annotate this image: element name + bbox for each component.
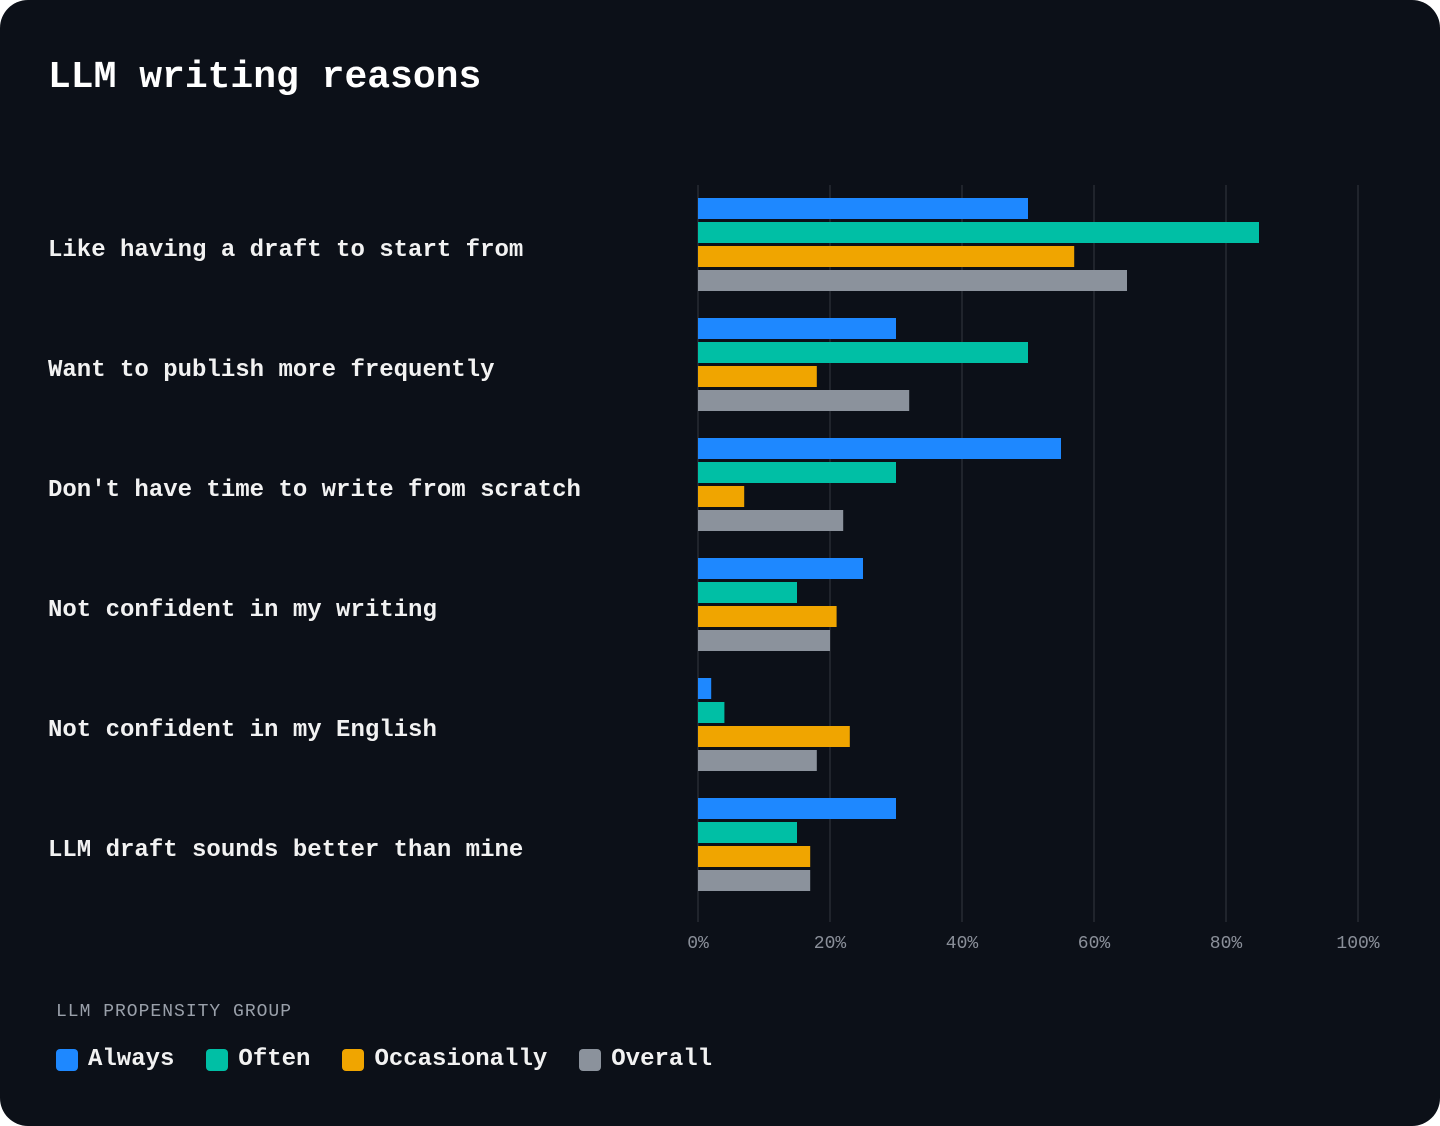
x-tick-label: 0% (687, 934, 709, 954)
legend: Always Often Occasionally Overall (56, 1046, 744, 1073)
bar-often (698, 462, 896, 483)
category-labels: Like having a draft to start from Want to… (48, 237, 581, 864)
legend-swatch (56, 1048, 78, 1071)
legend-item-occasionally: Occasionally (342, 1046, 547, 1073)
bar-often (698, 222, 1259, 243)
category-label: Like having a draft to start from (48, 237, 523, 264)
category-label: Don't have time to write from scratch (48, 477, 581, 504)
bar-often (698, 822, 797, 843)
bar-occasionally (698, 246, 1075, 267)
legend-title: LLM PROPENSITY GROUP (56, 1002, 293, 1022)
legend-item-always: Always (56, 1046, 174, 1073)
bar-often (698, 702, 725, 723)
bar-occasionally (698, 846, 811, 867)
legend-swatch (342, 1048, 365, 1071)
bar-overall (698, 630, 830, 651)
legend-label: Often (238, 1046, 311, 1073)
category-label: Not confident in my English (48, 717, 437, 744)
chart-title: LLM writing reasons (48, 56, 482, 99)
grid-lines (697, 185, 1359, 922)
x-tick-label: 60% (1078, 934, 1111, 954)
bar-overall (698, 750, 817, 771)
legend-item-overall: Overall (579, 1046, 712, 1073)
legend-swatch (206, 1048, 229, 1071)
legend-label: Overall (611, 1046, 713, 1073)
bar-always (698, 318, 896, 339)
legend-label: Always (88, 1046, 175, 1073)
x-tick-label: 20% (814, 934, 847, 954)
bar-overall (698, 870, 811, 891)
category-label: Want to publish more frequently (48, 357, 494, 384)
legend-swatch (579, 1048, 602, 1071)
bar-occasionally (698, 606, 837, 627)
bar-occasionally (698, 726, 850, 747)
bar-always (698, 678, 712, 699)
bar-often (698, 342, 1028, 363)
category-label: Not confident in my writing (48, 597, 437, 624)
bars (698, 198, 1259, 891)
bar-always (698, 198, 1028, 219)
bar-overall (698, 390, 910, 411)
category-label: LLM draft sounds better than mine (48, 837, 523, 864)
bar-occasionally (698, 486, 745, 507)
x-tick-label: 40% (946, 934, 979, 954)
x-tick-label: 80% (1210, 934, 1243, 954)
bar-occasionally (698, 366, 817, 387)
bar-overall (698, 270, 1127, 291)
bar-always (698, 438, 1061, 459)
legend-label: Occasionally (374, 1046, 548, 1073)
legend-item-often: Often (206, 1046, 310, 1073)
x-axis-ticks: 0% 20% 40% 60% 80% 100% (687, 934, 1380, 954)
bar-often (698, 582, 797, 603)
bar-always (698, 558, 863, 579)
bar-always (698, 798, 896, 819)
x-tick-label: 100% (1336, 934, 1379, 954)
bar-overall (698, 510, 844, 531)
